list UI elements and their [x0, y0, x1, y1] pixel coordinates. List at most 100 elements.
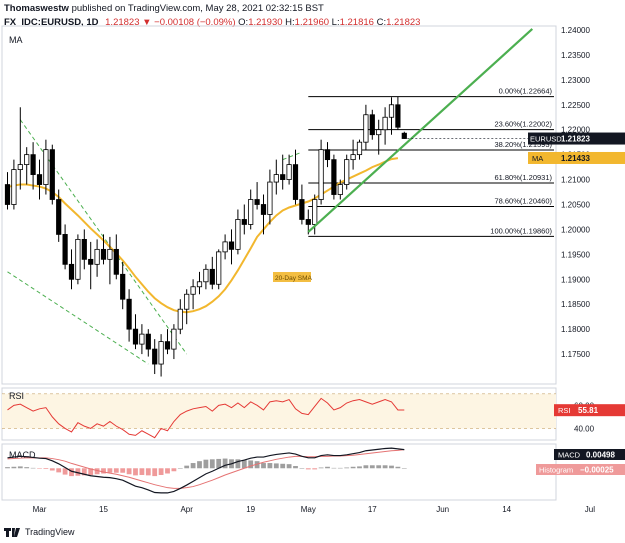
candle	[254, 182, 260, 210]
candle	[88, 241, 94, 290]
price-axis-tick: 1.22000	[561, 126, 590, 135]
macd-hist-bar-positive	[293, 466, 298, 469]
rsi-band	[2, 393, 556, 429]
candle-body-up	[356, 141, 363, 156]
author-name[interactable]: Thomaswestw	[4, 3, 69, 14]
candle-body-down	[126, 298, 132, 330]
fib-retracement: 0.00%(1.22664) 23.60%(1.22002) 38.20%(1.21…	[308, 87, 554, 237]
candle	[324, 142, 331, 168]
candle	[216, 249, 222, 290]
histogram-value-number: −0.00025	[580, 466, 614, 475]
candle-body-down	[152, 348, 158, 365]
price-axis-tick: 1.20000	[561, 225, 590, 234]
candle-body-down	[299, 199, 305, 220]
candle	[286, 154, 292, 185]
macd-hist-bar-positive	[267, 463, 273, 469]
price-axis-tick: 1.18500	[561, 300, 590, 309]
ma-value-number: 1.21433	[561, 154, 590, 163]
candle	[190, 279, 196, 310]
macd-hist-bar-negative	[75, 468, 81, 476]
candle	[177, 299, 183, 335]
candle-body-up	[344, 159, 350, 185]
candle	[350, 139, 356, 170]
candle	[248, 189, 254, 230]
macd-hist-bar-positive	[24, 467, 30, 469]
macd-hist-bar-negative	[152, 468, 158, 477]
footer-brand[interactable]: TradingView	[4, 527, 75, 537]
macd-hist-bar-negative	[37, 468, 42, 469]
last-price-tag-bg	[528, 132, 625, 145]
candle	[299, 184, 305, 225]
candle	[62, 224, 68, 270]
candle	[292, 149, 299, 205]
candle	[139, 324, 145, 355]
published-text: published on TradingView.com, May 28, 20…	[71, 3, 324, 14]
ohlc-l-label: L:	[331, 17, 340, 28]
candle	[68, 249, 75, 290]
candle-body-up	[312, 199, 318, 225]
macd-hist-bar-positive	[280, 463, 286, 469]
sma-annotation-bg	[273, 272, 311, 282]
candle	[152, 339, 158, 375]
macd-hist-bar-negative	[113, 468, 119, 473]
candle	[376, 119, 382, 155]
main-pane-title: MA	[9, 35, 23, 45]
candle	[228, 229, 235, 265]
footer-brand-label: TradingView	[25, 527, 75, 537]
candle	[113, 234, 119, 280]
candle	[312, 194, 318, 235]
macd-value-tag-bg	[554, 449, 625, 460]
candle	[222, 234, 228, 260]
macd-hist-bar-positive	[318, 467, 324, 469]
candle-body-down	[81, 239, 87, 260]
candle-body-up	[11, 169, 17, 205]
price-axis-tick: 1.24000	[561, 26, 590, 35]
macd-hist-bar-positive	[382, 465, 388, 469]
candle-body-up	[216, 251, 222, 285]
symbol-name[interactable]: FX_IDC:EURUSD, 1D	[4, 17, 99, 28]
macd-hist-bar-negative	[133, 468, 138, 476]
histogram-value-tag: Histogram −0.00025	[536, 464, 625, 475]
price-axis-tick: 1.20500	[561, 201, 590, 210]
candle	[4, 172, 11, 210]
candle-body-up	[382, 116, 388, 131]
time-axis-tick: 15	[99, 505, 108, 514]
candle-body-down	[292, 164, 299, 200]
macd-hist-bar-positive	[222, 458, 228, 469]
macd-hist-bar-positive	[376, 465, 382, 469]
ohlc-c-label: C:	[376, 17, 387, 28]
candle-body-down	[254, 199, 260, 205]
candle-body-down	[88, 258, 94, 265]
time-axis: Mar 15 Apr 19 May 17 Jun 14 Jul	[33, 505, 596, 514]
candle-body-up	[363, 114, 369, 143]
candle	[158, 334, 164, 377]
histogram-value-tag-bg	[536, 464, 625, 475]
candle	[11, 159, 17, 210]
fib-level-label: 100.00%(1.19860)	[490, 226, 552, 235]
candle-body-down	[331, 159, 337, 195]
candle	[369, 109, 375, 140]
price-axis-tick: 1.23000	[561, 76, 590, 85]
candle	[382, 107, 388, 145]
price-axis-tick: 1.23500	[561, 51, 590, 60]
candle-body-up	[17, 164, 23, 170]
candle	[337, 179, 343, 200]
macd-hist-bar-positive	[286, 464, 292, 469]
channel-lower-line	[7, 271, 149, 365]
macd-hist-bar-negative	[158, 468, 164, 475]
candle-body-up	[388, 104, 395, 118]
candle	[203, 264, 209, 290]
macd-hist-bar-positive	[344, 467, 350, 469]
candle	[305, 209, 311, 235]
candle	[260, 194, 267, 235]
candle	[184, 289, 190, 325]
macd-hist-bar-negative	[305, 468, 311, 470]
fib-level-label: 23.60%(1.22002)	[494, 120, 552, 129]
macd-hist-bar-positive	[241, 460, 247, 469]
macd-hist-bar-negative	[145, 468, 151, 476]
candle-body-down	[401, 132, 407, 139]
candle-body-down	[4, 184, 11, 205]
candle-body-up	[107, 248, 113, 260]
macd-hist-bar-positive	[363, 465, 369, 469]
